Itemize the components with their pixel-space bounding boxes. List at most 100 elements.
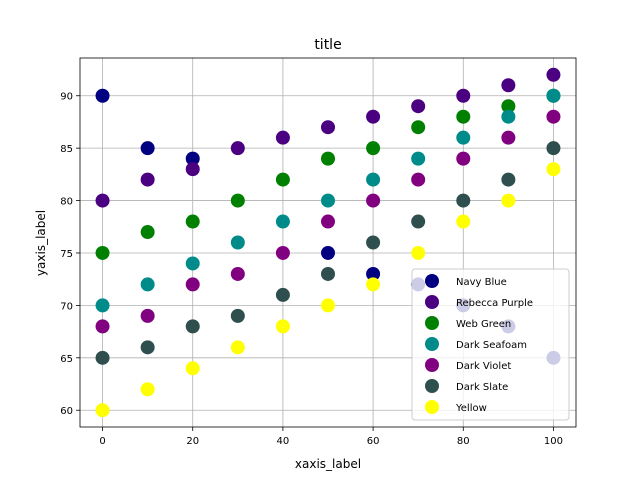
legend-marker — [425, 379, 439, 393]
x-tick-label: 20 — [186, 436, 199, 447]
data-point-yellow — [456, 214, 471, 229]
data-point-dark-seafoam — [230, 235, 245, 250]
legend-marker — [425, 400, 439, 414]
data-point-dark-slate — [546, 141, 561, 156]
data-point-yellow — [140, 382, 155, 397]
data-point-dark-violet — [456, 151, 471, 166]
data-point-dark-seafoam — [501, 109, 516, 124]
legend-marker — [425, 295, 439, 309]
data-point-dark-slate — [95, 350, 110, 365]
data-point-rebecca-purple — [366, 109, 381, 124]
x-tick-label: 0 — [99, 436, 105, 447]
data-point-rebecca-purple — [501, 78, 516, 93]
data-point-dark-violet — [140, 308, 155, 323]
data-point-web-green — [456, 109, 471, 124]
data-point-yellow — [275, 319, 290, 334]
data-point-dark-seafoam — [546, 88, 561, 103]
axis-ticks: 0 20 40 60 80 100 60 65 70 75 80 85 90 — [60, 92, 563, 447]
x-axis-label: xaxis_label — [295, 457, 361, 471]
data-point-rebecca-purple — [321, 120, 335, 135]
data-point-dark-seafoam — [185, 256, 200, 271]
data-points — [95, 67, 561, 418]
y-axis-label: yaxis_label — [34, 210, 48, 276]
data-point-dark-seafoam — [321, 193, 335, 208]
data-point-web-green — [321, 151, 335, 166]
data-point-web-green — [366, 141, 381, 156]
data-point-navy-blue — [185, 151, 200, 166]
legend-label: Navy Blue — [456, 277, 507, 288]
data-point-yellow — [321, 298, 335, 313]
data-point-dark-seafoam — [95, 298, 110, 313]
data-point-web-green — [275, 172, 290, 187]
data-point-dark-seafoam — [140, 277, 155, 292]
data-point-yellow — [185, 361, 200, 376]
y-tick-label: 80 — [60, 197, 73, 208]
data-point-dark-violet — [275, 245, 290, 260]
data-point-yellow — [546, 162, 561, 177]
legend-marker — [425, 358, 439, 372]
data-point-web-green — [230, 193, 245, 208]
data-point-web-green — [140, 225, 155, 240]
data-point-dark-violet — [321, 214, 335, 229]
data-point-dark-slate — [230, 308, 245, 323]
data-point-web-green — [185, 214, 200, 229]
data-point-dark-seafoam — [456, 130, 471, 145]
data-point-web-green — [501, 99, 516, 114]
legend-marker — [425, 316, 439, 330]
axes-frame — [79, 57, 577, 428]
data-point-dark-violet — [501, 130, 516, 145]
y-tick-label: 90 — [60, 92, 73, 103]
legend-label: Dark Slate — [456, 382, 508, 393]
data-point-rebecca-purple — [411, 99, 426, 114]
legend-marker — [425, 337, 439, 351]
data-point-dark-slate — [140, 340, 155, 355]
y-tick-label: 65 — [60, 354, 73, 365]
data-point-dark-seafoam — [411, 151, 426, 166]
x-tick-label: 40 — [277, 436, 290, 447]
data-point-dark-seafoam — [275, 214, 290, 229]
data-point-dark-violet — [185, 277, 200, 292]
legend-label: Dark Seafoam — [456, 340, 527, 351]
data-point-yellow — [366, 277, 381, 292]
data-point-dark-seafoam — [366, 172, 381, 187]
data-point-dark-violet — [95, 319, 110, 334]
legend-label: Dark Violet — [456, 361, 511, 372]
data-point-yellow — [230, 340, 245, 355]
legend-marker — [425, 274, 439, 288]
data-point-dark-slate — [366, 235, 381, 250]
data-point-yellow — [501, 193, 516, 208]
data-point-navy-blue — [366, 266, 381, 281]
x-tick-label: 60 — [367, 436, 380, 447]
data-point-web-green — [95, 245, 110, 260]
plot-area-border — [79, 57, 577, 428]
legend-box — [411, 268, 570, 421]
x-tick-label: 80 — [457, 436, 470, 447]
data-point-yellow — [411, 245, 426, 260]
data-point-dark-slate — [275, 287, 290, 302]
data-point-dark-violet — [366, 193, 381, 208]
data-point-dark-slate — [456, 193, 471, 208]
data-point-dark-slate — [411, 214, 426, 229]
data-point-dark-slate — [501, 172, 516, 187]
legend-label: Yellow — [455, 403, 487, 414]
y-tick-label: 60 — [60, 406, 73, 417]
data-point-rebecca-purple — [275, 130, 290, 145]
data-point-dark-violet — [546, 109, 561, 124]
chart-title: title — [314, 37, 341, 53]
x-tick-label: 100 — [544, 436, 563, 447]
data-point-web-green — [411, 120, 426, 135]
data-point-rebecca-purple — [456, 88, 471, 103]
legend-label: Web Green — [456, 319, 511, 330]
data-point-dark-violet — [230, 266, 245, 281]
data-point-dark-slate — [321, 266, 335, 281]
data-point-dark-slate — [185, 319, 200, 334]
data-point-rebecca-purple — [140, 172, 155, 187]
legend: Navy Blue Rebecca Purple Web Green Dark Sea… — [411, 268, 570, 421]
data-point-navy-blue — [321, 245, 335, 260]
data-point-navy-blue — [140, 141, 155, 156]
data-point-dark-violet — [411, 172, 426, 187]
legend-label: Rebecca Purple — [456, 298, 533, 309]
y-tick-label: 75 — [60, 249, 73, 260]
data-point-rebecca-purple — [546, 67, 561, 82]
